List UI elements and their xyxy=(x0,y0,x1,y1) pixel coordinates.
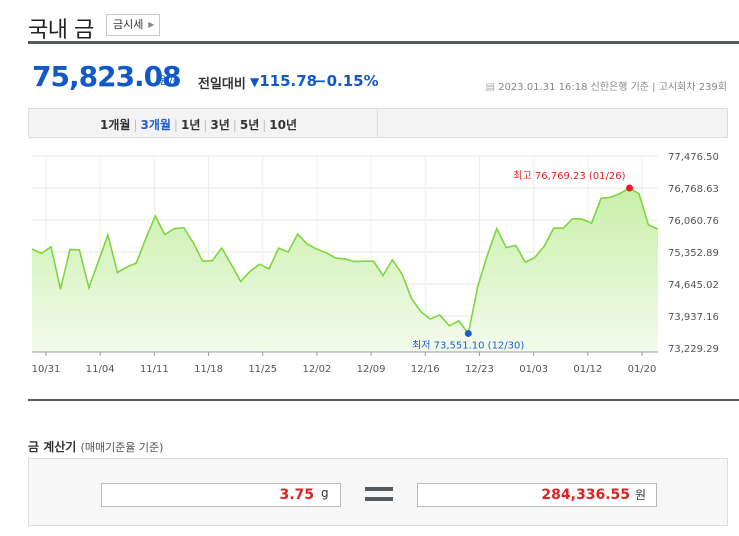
high-label: 최고 76,769.23 (01/26) xyxy=(513,170,625,182)
grams-unit: g xyxy=(321,486,329,500)
tab-5year[interactable]: 5년 xyxy=(239,118,260,132)
y-tick-label: 75,352.89 xyxy=(668,248,719,259)
won-unit: 원 xyxy=(635,488,647,502)
won-value: 284,336.55 xyxy=(541,487,630,503)
y-tick-label: 76,060.76 xyxy=(668,216,719,227)
x-tick-label: 12/09 xyxy=(357,364,386,375)
y-tick-label: 77,476.50 xyxy=(668,152,719,163)
low-point-marker xyxy=(464,329,472,337)
tab-3year[interactable]: 3년 xyxy=(210,118,230,132)
price-meta: ▤ 2023.01.31 16:18 신한은행 기준 | 고시회차 239회 xyxy=(486,78,727,93)
x-tick-label: 11/04 xyxy=(86,364,115,375)
price-change: ▼115.78 xyxy=(250,72,317,90)
won-input[interactable]: 284,336.55 xyxy=(417,483,657,507)
y-tick-label: 73,229.29 xyxy=(668,344,719,355)
down-arrow-icon: ▼ xyxy=(250,75,260,89)
compare-label: 전일대비 xyxy=(198,77,246,92)
y-tick-label: 74,645.02 xyxy=(668,280,719,291)
change-percent: −0.15% xyxy=(314,72,379,90)
price-unit: 원/g xyxy=(159,74,180,87)
y-tick-label: 76,768.63 xyxy=(668,184,719,195)
tab-1year[interactable]: 1년 xyxy=(180,118,201,132)
x-tick-label: 12/02 xyxy=(302,364,331,375)
x-tick-label: 12/23 xyxy=(465,364,494,375)
meta-text: 2023.01.31 16:18 신한은행 기준 | 고시회차 239회 xyxy=(498,82,727,93)
period-tabs: 1개월 | 3개월 | 1년 | 3년 | 5년 | 10년 xyxy=(97,116,300,133)
x-tick-label: 11/11 xyxy=(140,364,169,375)
page-header: 국내 금 금시세 ▶ xyxy=(28,8,739,44)
grams-input[interactable]: 3.75 xyxy=(101,483,341,507)
change-value: 115.78 xyxy=(259,72,318,90)
x-tick-label: 01/12 xyxy=(573,364,602,375)
x-tick-label: 01/20 xyxy=(628,364,657,375)
x-tick-label: 01/03 xyxy=(519,364,548,375)
calculator-note: (매매기준율 기준) xyxy=(80,441,164,454)
tab-1month[interactable]: 1개월 xyxy=(100,118,131,132)
gold-calculator: 3.75 g 284,336.55 원 xyxy=(28,458,728,526)
price-area-fill xyxy=(32,188,658,352)
chevron-right-icon: ▶ xyxy=(148,20,155,29)
current-price: 75,823.08 xyxy=(32,60,182,93)
y-tick-label: 73,937.16 xyxy=(668,312,719,323)
section-divider xyxy=(28,399,739,401)
period-bar-divider xyxy=(377,109,378,137)
page-title: 국내 금 xyxy=(28,18,94,43)
gold-price-badge-button[interactable]: 금시세 ▶ xyxy=(106,14,161,36)
low-label: 최저 73,551.10 (12/30) xyxy=(412,339,524,351)
x-tick-label: 11/18 xyxy=(194,364,223,375)
x-tick-label: 12/16 xyxy=(411,364,440,375)
period-selector: 1개월 | 3개월 | 1년 | 3년 | 5년 | 10년 xyxy=(28,108,728,138)
price-line xyxy=(31,187,659,336)
tab-10year[interactable]: 10년 xyxy=(269,118,298,132)
grams-value: 3.75 xyxy=(279,487,314,503)
tab-3month[interactable]: 3개월 xyxy=(140,118,171,132)
equals-icon xyxy=(365,485,393,503)
x-tick-label: 10/31 xyxy=(32,364,61,375)
badge-label: 금시세 xyxy=(113,18,144,31)
x-tick-label: 11/25 xyxy=(248,364,277,375)
gold-price-chart: 77,476.50 76,768.63 76,060.76 75,352.89 74,6… xyxy=(31,152,719,375)
calculator-title: 금 계산기 (매매기준율 기준) xyxy=(28,438,163,455)
price-summary: 75,823.08 원/g 전일대비 ▼115.78 −0.15% ▤ 2023… xyxy=(28,58,739,98)
high-point-marker xyxy=(626,184,634,192)
document-icon: ▤ xyxy=(485,82,499,93)
calculator-title-text: 금 계산기 xyxy=(28,440,77,454)
